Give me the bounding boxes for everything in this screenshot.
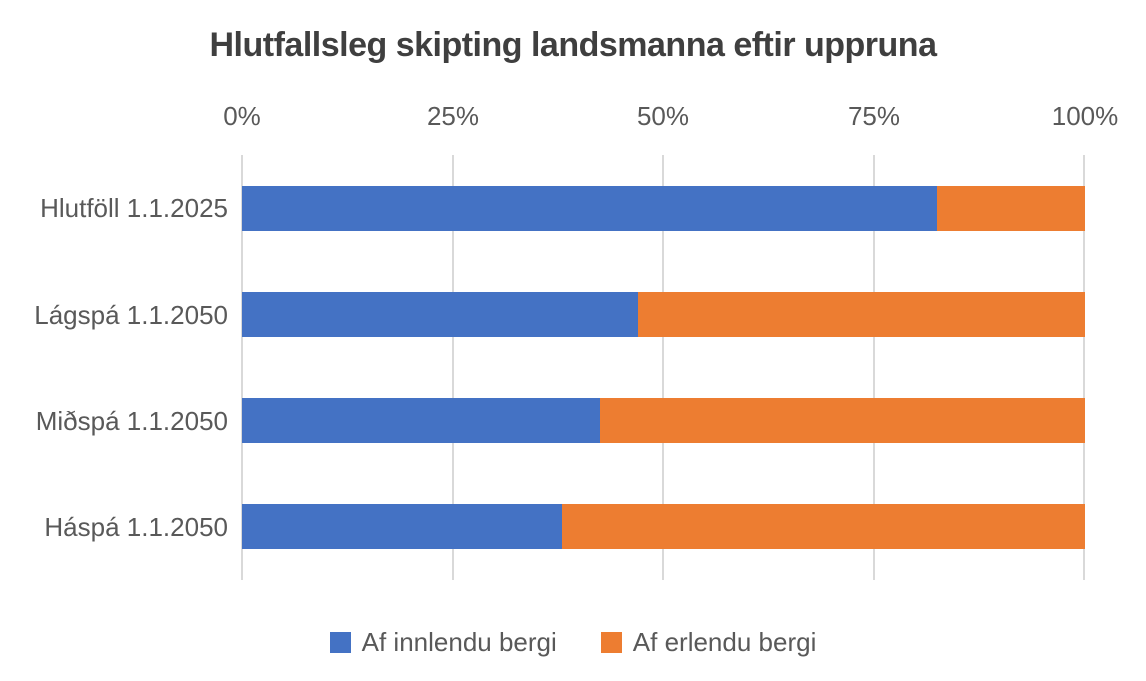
gridline-0pct	[241, 155, 243, 580]
plot-area	[241, 155, 1085, 580]
x-axis-tick-label: 50%	[636, 101, 690, 131]
legend-item-af-erlendu-bergi[interactable]: Af erlendu bergi	[600, 627, 817, 658]
y-axis-category-label: Miðspá 1.1.2050	[35, 406, 228, 436]
legend-item-af-innlendu-bergi[interactable]: Af innlendu bergi	[329, 627, 557, 658]
x-axis-tick-label: 25%	[426, 101, 480, 131]
bar-segment-af-innlendu-bergi[interactable]	[242, 292, 639, 337]
bar-segment-af-innlendu-bergi[interactable]	[242, 398, 601, 443]
y-axis-category-label: Hlutföll 1.1.2025	[40, 193, 228, 223]
gridline-25pct	[452, 155, 454, 580]
x-axis-tick-label: 75%	[847, 101, 901, 131]
bar-row	[242, 186, 1085, 231]
gridline-50pct	[662, 155, 664, 580]
bar-segment-af-erlendu-bergi[interactable]	[937, 186, 1085, 231]
bar-segment-af-innlendu-bergi[interactable]	[242, 504, 563, 549]
gridline-100pct	[1083, 155, 1085, 580]
bar-segment-af-erlendu-bergi[interactable]	[600, 398, 1085, 443]
legend-label: Af innlendu bergi	[361, 627, 557, 657]
x-axis-tick-label: 100%	[1051, 101, 1119, 131]
legend-label: Af erlendu bergi	[632, 627, 817, 657]
bar-row	[242, 292, 1085, 337]
legend-swatch-blue-icon	[329, 632, 351, 653]
bar-row	[242, 504, 1085, 549]
bar-row	[242, 398, 1085, 443]
legend: Af innlendu bergi Af erlendu bergi	[0, 627, 1146, 658]
bar-segment-af-erlendu-bergi[interactable]	[562, 504, 1085, 549]
gridline-75pct	[873, 155, 875, 580]
legend-swatch-orange-icon	[600, 632, 622, 653]
y-axis-category-label: Háspá 1.1.2050	[44, 512, 228, 542]
y-axis-category-label: Lágspá 1.1.2050	[34, 300, 228, 330]
bar-segment-af-erlendu-bergi[interactable]	[638, 292, 1085, 337]
x-axis-tick-label: 0%	[223, 101, 261, 131]
chart-title: Hlutfallsleg skipting landsmanna eftir u…	[209, 26, 937, 64]
bar-segment-af-innlendu-bergi[interactable]	[242, 186, 938, 231]
